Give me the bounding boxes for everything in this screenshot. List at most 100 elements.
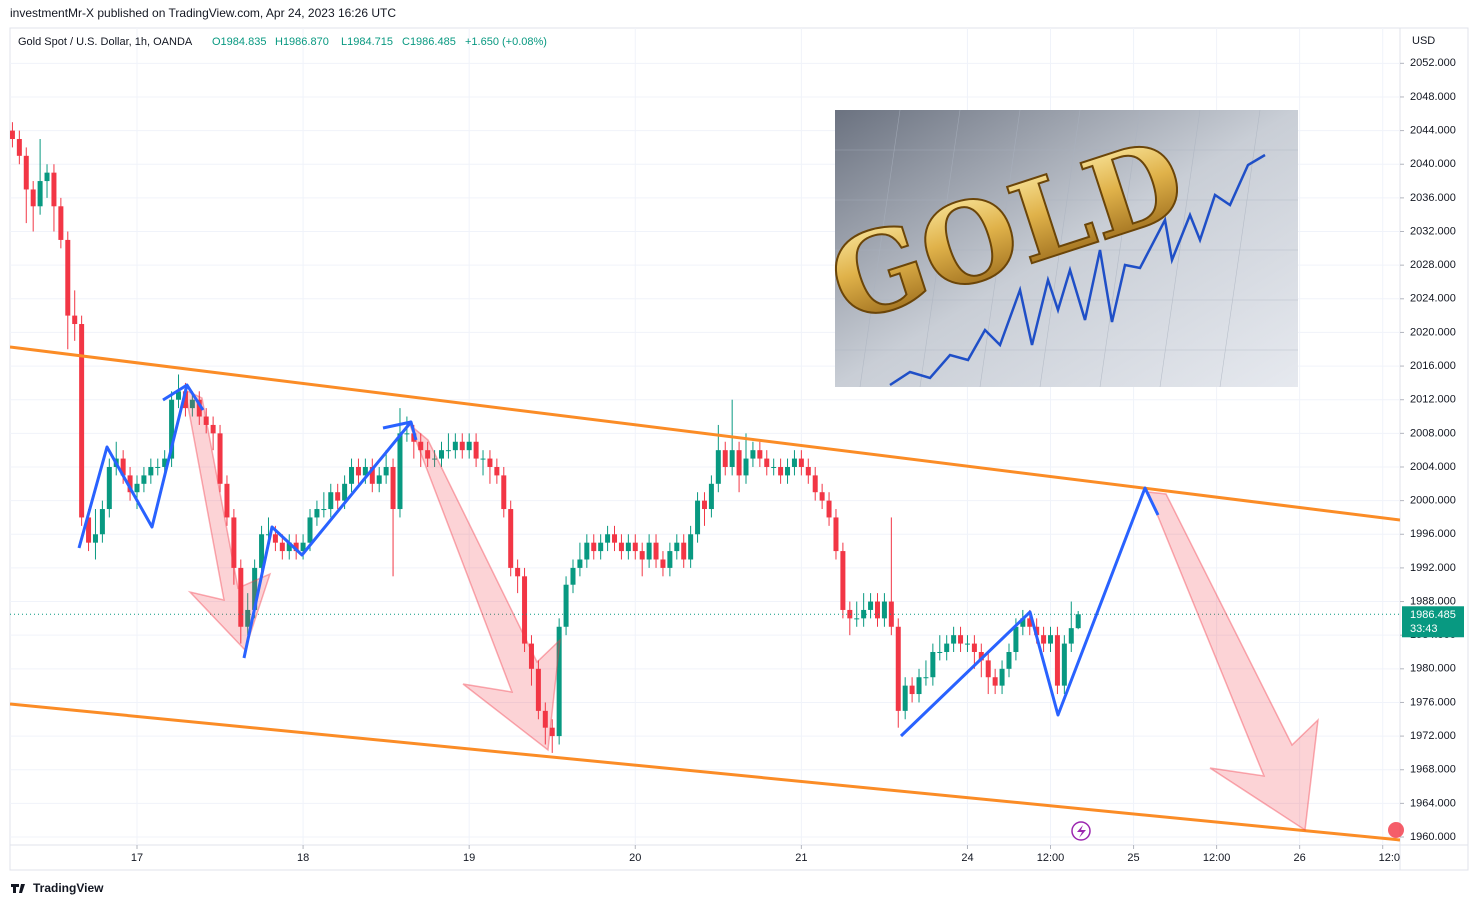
candle-body (148, 466, 154, 476)
candle-body (570, 567, 576, 585)
x-tick-label: 19 (463, 852, 475, 864)
candle-body (252, 567, 258, 610)
candle-body (854, 618, 860, 620)
candle-body (300, 542, 306, 552)
candle-body (473, 441, 479, 459)
candle-body (515, 567, 521, 577)
candle-body (625, 542, 631, 552)
candle-body (868, 601, 874, 610)
image-bg (835, 110, 1298, 387)
globe-icon[interactable] (1388, 822, 1404, 838)
candle-body (328, 492, 334, 510)
logo: TradingView (11, 881, 104, 895)
candle-body (245, 609, 251, 627)
y-tick-label: 2032.000 (1410, 225, 1456, 237)
candle-body (639, 551, 645, 560)
price-tag-countdown: 33:43 (1410, 623, 1438, 635)
ohlc-low: L1984.715 (341, 36, 393, 48)
candle-body (1054, 635, 1060, 686)
candle-body (985, 660, 991, 678)
y-tick-label: 1980.000 (1410, 663, 1456, 675)
header: investmentMr-X published on TradingView.… (10, 6, 396, 20)
candle-body (383, 466, 389, 476)
candle-body (819, 492, 825, 501)
y-tick-label: 2000.000 (1410, 495, 1456, 507)
y-tick-label: 1976.000 (1410, 696, 1456, 708)
candle-body (501, 475, 507, 510)
candle-body (584, 542, 590, 560)
symbol: Gold Spot / U.S. Dollar, 1h, OANDA (18, 36, 193, 48)
candle-body (418, 441, 424, 451)
x-tick-label: 18 (297, 852, 309, 864)
candle-body (362, 466, 368, 476)
candle-body (459, 441, 465, 451)
candle-body (231, 517, 237, 568)
x-tick-label: 21 (795, 852, 807, 864)
candle-body (729, 450, 735, 467)
candle-body (695, 500, 701, 535)
candles (10, 122, 1400, 753)
candle-body (632, 542, 638, 552)
drawings (10, 345, 1400, 842)
candle-body (314, 509, 320, 518)
candle-body (120, 458, 126, 476)
candle-body (72, 315, 78, 325)
candle-body (577, 559, 583, 568)
ohlc-high: H1986.870 (275, 36, 329, 48)
zigzag (162, 383, 188, 402)
candle-body (812, 475, 818, 493)
candle-body (127, 475, 133, 493)
x-tick-label: 26 (1294, 852, 1306, 864)
image-line (889, 153, 1266, 387)
candle-body (895, 626, 901, 711)
candle-body (23, 155, 29, 190)
candle-body (155, 466, 161, 468)
arrow-down (183, 388, 272, 652)
candle-body (701, 500, 707, 510)
candle-body (708, 483, 714, 510)
candle-body (1048, 635, 1054, 644)
candle-body (182, 391, 188, 409)
candle-body (902, 685, 908, 711)
candle-body (964, 643, 970, 645)
candle-body (210, 424, 216, 434)
candle-body (542, 710, 548, 728)
candle-body (397, 433, 403, 510)
candle-body (667, 551, 673, 568)
candle-body (432, 458, 438, 460)
candle-body (840, 551, 846, 610)
candle-body (1075, 614, 1081, 629)
candle-body (923, 677, 929, 679)
candle-body (757, 450, 763, 459)
candle-body (1068, 628, 1074, 644)
candle-body (798, 458, 804, 467)
candle-body (764, 458, 770, 467)
y-tick-label: 2040.000 (1410, 158, 1456, 170)
candle-body (826, 500, 832, 518)
y-tick-label: 1972.000 (1410, 730, 1456, 742)
candle-body (888, 601, 894, 627)
y-tick-label: 2012.000 (1410, 394, 1456, 406)
candle-body (535, 668, 541, 711)
candle-body (217, 433, 223, 484)
candle-body (598, 542, 604, 552)
candle-body (612, 534, 618, 543)
candle-body (44, 172, 50, 182)
channel-top (10, 345, 1400, 522)
candle-body (162, 458, 168, 467)
inset-image: GOLD (814, 109, 1298, 388)
candle-body (992, 677, 998, 686)
candle-body (715, 450, 721, 484)
candle-body (355, 466, 361, 476)
candle-body (522, 576, 528, 644)
candle-body (785, 466, 791, 476)
candle-body (791, 458, 797, 467)
arrow-down (1146, 491, 1319, 832)
candle-body (79, 324, 85, 518)
candle-body (376, 475, 382, 484)
candle-body (494, 466, 500, 476)
candle-body (265, 534, 271, 536)
candle-body (30, 189, 36, 207)
y-tick-label: 2024.000 (1410, 293, 1456, 305)
